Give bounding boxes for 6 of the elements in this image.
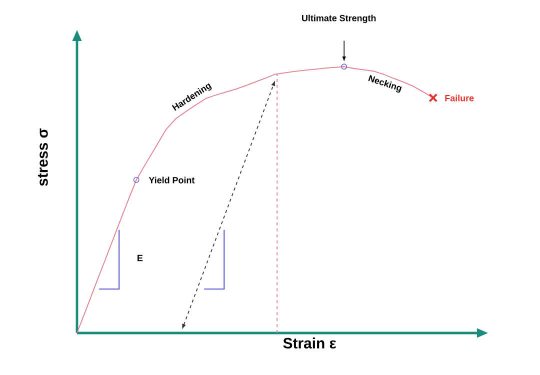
annotation: E [138, 254, 143, 262]
text: Ultimate Strength [302, 14, 376, 24]
x-axis-title: Strain ε [283, 338, 336, 348]
annotation: Yield Point [148, 176, 195, 184]
text: Failure [445, 94, 474, 102]
y-axis-title: stress σ [38, 128, 48, 186]
